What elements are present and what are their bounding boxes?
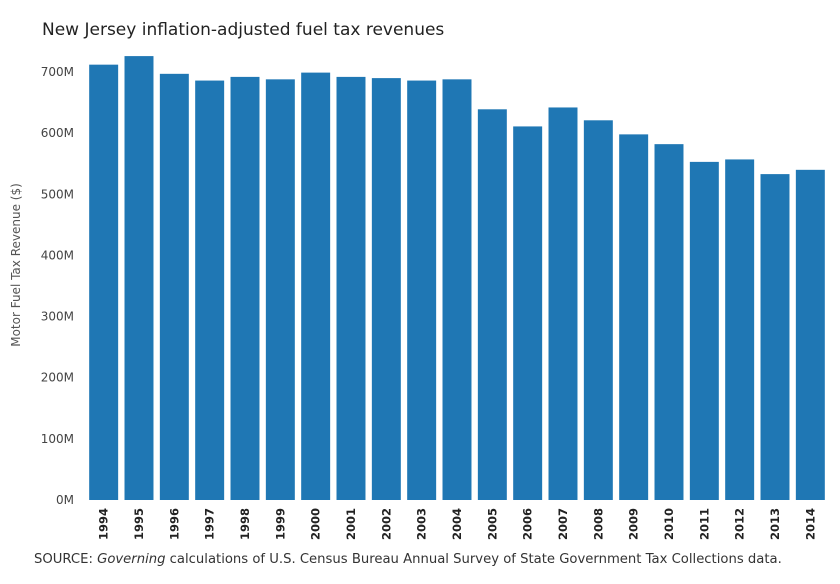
y-axis-label: Motor Fuel Tax Revenue ($): [9, 183, 23, 347]
bar-2013: [760, 174, 790, 501]
x-tick-label: 2002: [379, 508, 393, 540]
x-tick-label: 2014: [803, 508, 817, 540]
bar-2011: [689, 161, 719, 500]
bar-2009: [619, 134, 649, 500]
bar-1994: [89, 64, 119, 500]
x-tick-label: 2007: [556, 508, 570, 540]
y-tick-label: 300M: [41, 310, 74, 324]
y-tick-label: 700M: [41, 65, 74, 79]
y-tick-label: 200M: [41, 371, 74, 385]
bar-2003: [407, 80, 437, 500]
x-tick-label: 2006: [521, 508, 535, 540]
x-tick-label: 1995: [132, 508, 146, 540]
x-tick-label: 2011: [697, 508, 711, 540]
bar-2014: [795, 169, 825, 500]
x-tick-label: 2010: [662, 508, 676, 540]
bar-2006: [513, 126, 543, 501]
bar-1998: [230, 76, 260, 500]
bar-2005: [477, 109, 507, 501]
x-tick-label: 2001: [344, 508, 358, 540]
y-tick-label: 0M: [56, 493, 74, 507]
x-tick-label: 2009: [627, 508, 641, 540]
x-tick-label: 1998: [238, 508, 252, 540]
bar-2004: [442, 79, 472, 500]
x-tick-label: 1999: [273, 508, 287, 540]
x-tick-label: 2004: [450, 508, 464, 540]
x-tick-label: 2012: [733, 508, 747, 540]
bar-2012: [725, 159, 755, 500]
bar-2007: [548, 107, 578, 501]
bar-1995: [124, 56, 154, 500]
bar-2010: [654, 144, 684, 500]
x-tick-label: 2005: [485, 508, 499, 540]
y-tick-label: 100M: [41, 432, 74, 446]
x-tick-label: 2000: [309, 508, 323, 540]
source-prefix: SOURCE:: [34, 552, 98, 567]
source-suffix: calculations of U.S. Census Bureau Annua…: [165, 552, 782, 567]
y-tick-label: 600M: [41, 126, 74, 140]
bar-2000: [301, 72, 331, 501]
x-tick-label: 2008: [591, 508, 605, 540]
y-tick-label: 400M: [41, 248, 74, 262]
bar-2001: [336, 76, 366, 500]
x-tick-label: 1996: [167, 508, 181, 540]
bar-1996: [159, 73, 189, 500]
x-tick-label: 2013: [768, 508, 782, 540]
source-note: SOURCE: Governing calculations of U.S. C…: [34, 552, 782, 567]
x-tick-label: 2003: [415, 508, 429, 540]
bar-2002: [371, 78, 401, 501]
bar-1999: [265, 79, 295, 500]
bar-2008: [583, 120, 613, 501]
source-italic: Governing: [97, 552, 166, 567]
x-tick-label: 1997: [203, 508, 217, 540]
chart-title: New Jersey inflation-adjusted fuel tax r…: [42, 20, 445, 40]
x-tick-label: 1994: [97, 508, 111, 540]
y-tick-label: 500M: [41, 187, 74, 201]
bar-1997: [195, 80, 225, 500]
